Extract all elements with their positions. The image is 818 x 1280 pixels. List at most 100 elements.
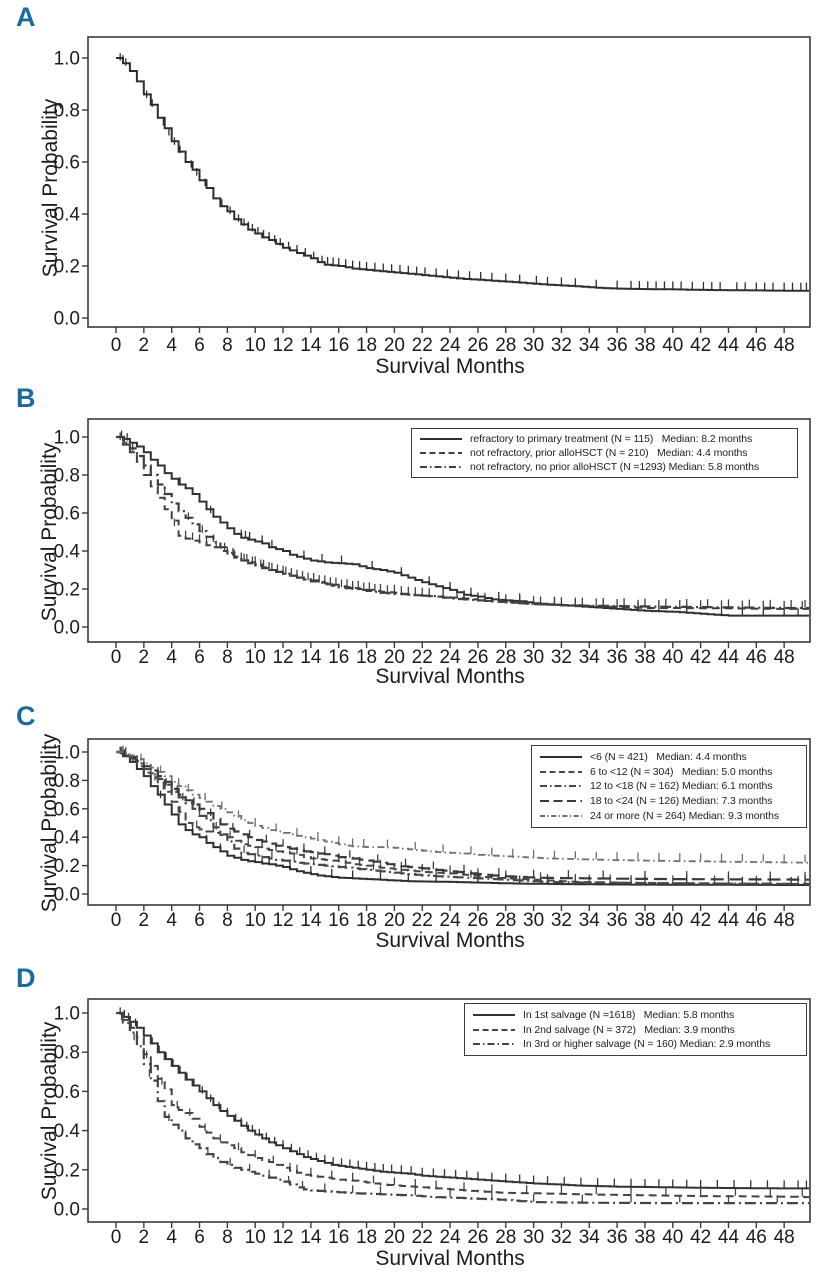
x-tick-label: 26 <box>467 647 488 668</box>
x-tick-label: 22 <box>412 1227 433 1248</box>
x-tick-label: 44 <box>718 910 740 931</box>
x-tick-label: 44 <box>718 1227 740 1248</box>
plot-frame <box>87 36 811 328</box>
y-tick-label: 0.2 <box>54 856 80 877</box>
x-tick-label: 12 <box>272 335 293 356</box>
curves <box>116 745 809 886</box>
km-curve-18-to-under-24 <box>116 750 809 881</box>
x-tick-label: 24 <box>440 647 462 668</box>
y-axis: 0.0 0.2 0.4 0.6 0.8 1.0 <box>54 428 88 639</box>
x-tick-label: 42 <box>690 335 711 356</box>
censor-ticks-in-2nd-salvage <box>122 1011 803 1197</box>
km-curve-not-refractory-no-prior-allohsct <box>116 435 809 610</box>
x-tick-label: 48 <box>774 910 795 931</box>
x-tick-label: 20 <box>384 910 405 931</box>
x-tick-label: 46 <box>746 335 767 356</box>
x-tick-label: 42 <box>690 910 711 931</box>
legend-line-sample <box>473 1013 515 1016</box>
legend-entry-12-to-under-18: 12 to <18 (N = 162) Median: 6.1 months <box>539 780 801 792</box>
y-tick-label: 0.8 <box>54 101 80 122</box>
x-tick-label: 0 <box>111 335 122 356</box>
y-tick-label: 1.0 <box>54 743 80 764</box>
x-tick-label: 0 <box>111 910 122 931</box>
x-tick-label: 18 <box>356 335 377 356</box>
x-axis-title: Survival Months <box>375 355 524 378</box>
x-tick-label: 44 <box>718 335 740 356</box>
legend-entry-label: not refractory, prior alloHSCT (N = 210)… <box>470 447 748 459</box>
y-tick-label: 1.0 <box>54 1004 80 1025</box>
legend-line-sample <box>473 1043 515 1046</box>
legend-line-sample <box>420 438 462 440</box>
y-tick-label: 0.8 <box>54 466 80 487</box>
x-tick-label: 32 <box>551 335 572 356</box>
x-tick-label: 12 <box>272 1227 293 1248</box>
x-axis: 0 2 4 6 8 10 12 14 16 18 20 22 24 26 28 30 32 34 36 38 40 42 4… <box>111 642 795 668</box>
y-tick-label: 0.6 <box>54 504 80 525</box>
x-tick-label: 10 <box>245 1227 266 1248</box>
legend-entry-not-refractory-prior-allohsct: not refractory, prior alloHSCT (N = 210)… <box>419 447 792 459</box>
panel-a: A 0 2 4 6 8 10 12 14 16 18 20 22 24 26 28 30 32 34 36 38 40 4… <box>0 0 818 380</box>
x-tick-label: 30 <box>523 1227 544 1248</box>
x-tick-label: 24 <box>440 910 462 931</box>
x-tick-label: 46 <box>746 910 767 931</box>
km-curve-in-3rd-or-higher-salvage <box>116 1011 809 1205</box>
x-tick-label: 18 <box>356 1227 377 1248</box>
x-tick-label: 48 <box>774 335 795 356</box>
y-tick-label: 0.4 <box>54 828 81 849</box>
x-tick-label: 40 <box>662 647 683 668</box>
y-tick-label: 1.0 <box>54 428 80 449</box>
y-tick-label: 0.6 <box>54 153 80 174</box>
y-axis: 0.0 0.2 0.4 0.6 0.8 1.0 <box>54 49 88 330</box>
x-tick-label: 14 <box>300 1227 322 1248</box>
x-tick-label: 10 <box>245 647 266 668</box>
legend-entry-label: 6 to <12 (N = 304) Median: 5.0 months <box>590 765 773 778</box>
x-tick-label: 38 <box>634 1227 655 1248</box>
x-tick-label: 6 <box>194 647 205 668</box>
x-tick-label: 2 <box>139 335 150 356</box>
x-tick-label: 36 <box>607 910 628 931</box>
y-tick-label: 0.6 <box>54 799 80 820</box>
x-tick-label: 28 <box>495 1227 516 1248</box>
x-tick-label: 20 <box>384 647 405 668</box>
x-tick-label: 8 <box>222 910 233 931</box>
y-axis-title: Survival Probability <box>38 1021 61 1200</box>
km-curve-under-6 <box>116 751 809 886</box>
censor-ticks-24-or-more <box>122 745 806 863</box>
x-tick-label: 34 <box>579 910 601 931</box>
censor-ticks-18-to-under-24 <box>125 747 806 880</box>
legend-entry-label: refractory to primary treatment (N = 115… <box>470 433 753 445</box>
x-axis-title: Survival Months <box>375 1247 524 1270</box>
y-tick-label: 0.4 <box>54 205 81 226</box>
y-tick-label: 0.0 <box>54 618 80 639</box>
x-tick-label: 4 <box>166 1227 177 1248</box>
panel-letter-b: B <box>16 383 36 413</box>
x-tick-label: 16 <box>328 647 349 668</box>
legend-entry-in-2nd-salvage: In 2nd salvage (N = 372) Median: 3.9 mon… <box>472 1024 801 1036</box>
km-plot-a: 0 2 4 6 8 10 12 14 16 18 20 22 24 26 28 30 32 34 36 38 40 42 4… <box>39 36 811 378</box>
legend-entry-label: <6 (N = 421) Median: 4.4 months <box>590 750 747 763</box>
x-tick-label: 38 <box>634 335 655 356</box>
y-tick-label: 0.0 <box>54 309 80 330</box>
x-tick-label: 26 <box>467 1227 488 1248</box>
legend-line-sample <box>540 815 582 818</box>
x-tick-label: 42 <box>690 647 711 668</box>
legend-line-sample <box>540 800 582 803</box>
km-curve-refractory-to-primary-treatment <box>116 436 809 617</box>
x-tick-label: 34 <box>579 1227 601 1248</box>
legend-line-sample <box>420 452 462 454</box>
legend-entry-6-to-under-12: 6 to <12 (N = 304) Median: 5.0 months <box>539 766 801 778</box>
x-tick-label: 28 <box>495 910 516 931</box>
panel-d: D 0 2 4 6 8 10 12 14 16 18 20 22 24 26 28 30 32 34 36 38 40 4… <box>0 960 818 1280</box>
y-axis-title: Survival Probability <box>38 733 61 912</box>
x-tick-label: 28 <box>495 335 516 356</box>
x-axis-title: Survival Months <box>375 665 524 688</box>
x-tick-label: 48 <box>774 1227 795 1248</box>
x-tick-label: 16 <box>328 1227 349 1248</box>
x-tick-label: 0 <box>111 1227 122 1248</box>
x-tick-label: 26 <box>467 910 488 931</box>
y-tick-label: 0.0 <box>54 1200 80 1221</box>
x-axis: 0 2 4 6 8 10 12 14 16 18 20 22 24 26 28 30 32 34 36 38 40 42 4… <box>111 1222 795 1248</box>
x-tick-label: 36 <box>607 647 628 668</box>
legend-entry-24-or-more: 24 or more (N = 264) Median: 9.3 months <box>539 810 801 822</box>
